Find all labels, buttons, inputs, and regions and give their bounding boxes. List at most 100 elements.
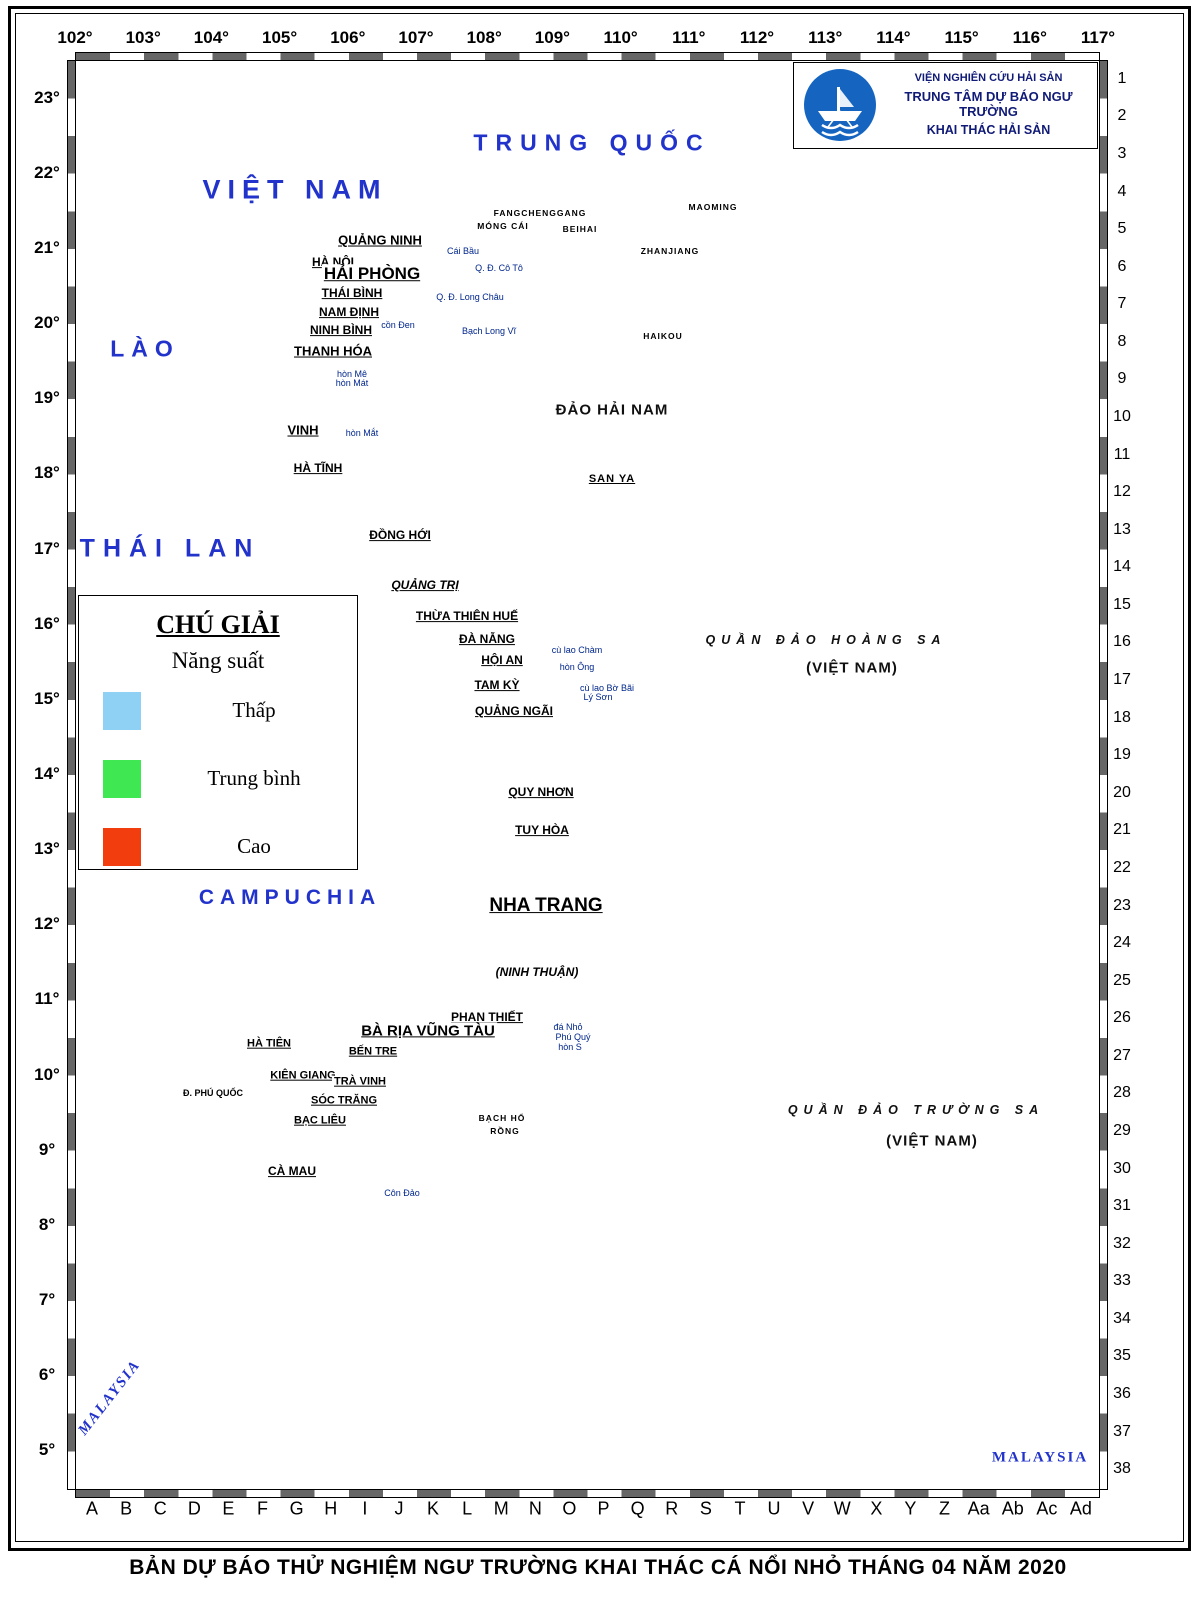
sea-label: (VIỆT NAM) — [886, 1132, 978, 1150]
country-label-LÀO: LÀO — [110, 335, 180, 362]
medium-yield-cell-K34 — [416, 1300, 451, 1338]
col-letter-R: R — [665, 1498, 679, 1519]
medium-yield-cell-I35 — [347, 1337, 382, 1376]
row-number-3: 3 — [1117, 144, 1127, 162]
agency-logo-icon — [804, 69, 876, 141]
sea-label: QUẦN ĐẢO HOÀNG SA — [705, 633, 947, 647]
row-number-26: 26 — [1113, 1009, 1131, 1027]
low-yield-cell-K11 — [416, 435, 451, 474]
medium-yield-cell-Q30 — [620, 1149, 655, 1188]
province-label-THỪA THIÊN HUẾ: THỪA THIÊN HUẾ — [413, 609, 521, 624]
low-yield-cell-L31 — [450, 1187, 485, 1225]
legend-label-medium: Trung bình — [207, 766, 301, 790]
col-letter-V: V — [802, 1498, 815, 1519]
legend-label-low: Thấp — [232, 698, 276, 722]
col-letter-A: A — [86, 1498, 99, 1519]
row-number-22: 22 — [1113, 858, 1131, 876]
row-number-34: 34 — [1113, 1309, 1131, 1327]
medium-yield-cell-E33 — [211, 1262, 246, 1301]
col-letter-Y: Y — [904, 1498, 917, 1519]
country-label-CAMPUCHIA: CAMPUCHIA — [198, 886, 382, 909]
row-number-29: 29 — [1113, 1121, 1131, 1139]
lon-label-116°: 116° — [1012, 28, 1047, 47]
col-letter-M: M — [493, 1498, 509, 1519]
low-yield-cell-M12 — [484, 473, 519, 511]
legend-item-medium: Trung bình — [79, 760, 357, 810]
col-letter-S: S — [699, 1498, 712, 1519]
row-number-38: 38 — [1113, 1460, 1131, 1478]
province-label-ĐÀ NẴNG: ĐÀ NẴNG — [457, 632, 517, 647]
place-label: Côn Đảo — [384, 1188, 420, 1198]
lon-label-115°: 115° — [944, 28, 979, 47]
col-letter-E: E — [222, 1498, 235, 1519]
row-number-14: 14 — [1113, 558, 1131, 576]
province-label-BÀ RỊA VŨNG TÀU: BÀ RỊA VŨNG TÀU — [359, 1022, 497, 1040]
province-label-QUY NHƠN: QUY NHƠN — [506, 785, 576, 800]
place-label: hòn Mê — [336, 369, 368, 379]
place-label: ZHANJIANG — [640, 246, 700, 256]
col-letter-J: J — [394, 1498, 404, 1519]
col-letter-Q: Q — [630, 1498, 645, 1519]
row-number-1: 1 — [1117, 69, 1127, 87]
low-yield-cell-P20 — [586, 773, 621, 812]
lon-label-104°: 104° — [193, 28, 229, 47]
place-label: cồn Đen — [381, 320, 415, 330]
legend-item-low: Thấp — [79, 692, 357, 742]
row-number-16: 16 — [1113, 633, 1131, 651]
place-label: FANGCHENGGANG — [493, 208, 587, 218]
province-label-THÁI BÌNH: THÁI BÌNH — [319, 286, 385, 301]
medium-yield-cell-K33 — [416, 1262, 451, 1301]
lon-label-107°: 107° — [398, 28, 434, 47]
lat-label-23°: 23° — [34, 87, 60, 107]
province-label-QUẢNG NINH: QUẢNG NINH — [336, 232, 424, 249]
lat-label-10°: 10° — [34, 1064, 60, 1084]
place-label: Q. Đ. Cô Tô — [475, 263, 523, 273]
low-yield-cell-E31 — [211, 1187, 246, 1225]
province-label-ĐỒNG HỚI: ĐỒNG HỚI — [367, 528, 433, 543]
place-label: Phú Quý — [555, 1032, 591, 1042]
lon-label-114°: 114° — [876, 28, 911, 47]
logo-line-1: VIỆN NGHIÊN CỨU HẢI SẢN — [914, 72, 1063, 84]
medium-yield-cell-I31 — [347, 1187, 382, 1225]
medium-yield-cell-C30 — [143, 1149, 178, 1188]
medium-yield-cell-L33 — [450, 1262, 485, 1301]
lon-label-113°: 113° — [808, 28, 843, 47]
col-letter-T: T — [734, 1498, 746, 1519]
row-number-17: 17 — [1113, 671, 1131, 689]
province-label-VINH: VINH — [285, 422, 321, 439]
row-number-12: 12 — [1113, 483, 1131, 501]
medium-yield-cell-E30 — [211, 1149, 246, 1188]
map-title: BẢN DỰ BÁO THỬ NGHIỆM NGƯ TRƯỜNG KHAI TH… — [129, 1556, 1067, 1579]
province-label-TRÀ VINH: TRÀ VINH — [332, 1075, 388, 1089]
lon-label-112°: 112° — [739, 28, 775, 47]
map-tick-border-right — [1099, 60, 1108, 1490]
col-letter-P: P — [597, 1498, 610, 1519]
col-letter-K: K — [427, 1498, 440, 1519]
lat-label-20°: 20° — [34, 313, 60, 333]
medium-yield-cell-O33 — [552, 1262, 587, 1301]
lon-label-106°: 106° — [330, 28, 366, 47]
low-yield-cell-K31 — [416, 1187, 451, 1225]
province-label-TAM KỲ: TAM KỲ — [472, 678, 522, 693]
lat-label-21°: 21° — [34, 237, 60, 257]
row-number-13: 13 — [1113, 520, 1131, 538]
province-label-CÀ MAU: CÀ MAU — [266, 1164, 318, 1179]
legend-label-high: Cao — [237, 834, 271, 858]
lat-label-8°: 8° — [38, 1214, 56, 1234]
medium-yield-cell-D30 — [177, 1149, 212, 1188]
row-number-27: 27 — [1113, 1046, 1131, 1064]
province-label-QUẢNG NGÃI: QUẢNG NGÃI — [473, 704, 555, 719]
province-label-HÀ TIÊN: HÀ TIÊN — [245, 1037, 293, 1051]
row-number-25: 25 — [1113, 971, 1131, 989]
col-letter-G: G — [289, 1498, 304, 1519]
col-letter-Ab: Ab — [1001, 1498, 1024, 1519]
row-number-35: 35 — [1113, 1347, 1131, 1365]
legend-title: CHÚ GIẢI — [156, 610, 280, 639]
country-label-VIỆT NAM: VIỆT NAM — [202, 174, 388, 205]
medium-yield-cell-P33 — [586, 1262, 621, 1301]
place-label: Q. Đ. Long Châu — [436, 292, 504, 302]
lat-label-12°: 12° — [34, 914, 60, 934]
province-label-PHAN THIẾT: PHAN THIẾT — [449, 1010, 525, 1025]
sea-label: ĐẢO HẢI NAM — [555, 401, 669, 419]
low-yield-cell-I32 — [347, 1224, 382, 1263]
